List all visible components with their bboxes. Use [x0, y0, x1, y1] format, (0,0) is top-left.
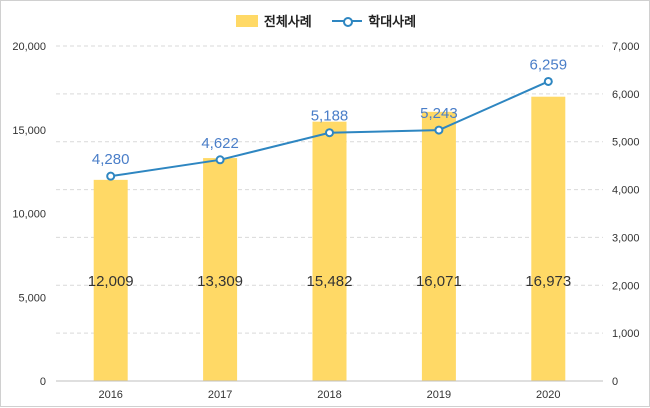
y-left-tick-label: 0 — [40, 376, 46, 388]
bar-total-2019 — [421, 111, 456, 381]
y-left-tick-label: 10,000 — [12, 209, 46, 221]
line-data-label: 4,622 — [201, 135, 239, 152]
x-tick-label: 2019 — [427, 389, 451, 401]
y-right-tick-label: 3,000 — [612, 232, 640, 244]
x-tick-label: 2017 — [208, 389, 232, 401]
y-right-tick-label: 0 — [612, 376, 618, 388]
y-right-tick-label: 7,000 — [612, 41, 640, 53]
bar-data-label: 15,482 — [307, 273, 353, 290]
legend-item-abuse: 학대사례 — [332, 11, 416, 30]
line-data-label: 4,280 — [92, 151, 130, 168]
line-data-label: 5,243 — [420, 105, 458, 122]
line-point-2020 — [543, 76, 553, 86]
bar-data-label: 12,009 — [88, 273, 134, 290]
legend-swatch-abuse — [332, 15, 363, 27]
line-point-2019 — [434, 125, 444, 135]
bar-data-label: 16,973 — [525, 273, 571, 290]
bar-total-2017 — [203, 158, 238, 381]
bar-total-2018 — [312, 121, 347, 381]
y-right-tick-label: 6,000 — [612, 89, 640, 101]
line-point-2018 — [325, 128, 334, 138]
bar-data-label: 13,309 — [197, 273, 243, 290]
y-left-tick-label: 20,000 — [12, 41, 46, 53]
line-data-label: 5,188 — [311, 108, 349, 125]
x-tick-label: 2018 — [317, 389, 341, 401]
y-left-tick-label: 5,000 — [18, 292, 46, 304]
line-data-label: 6,259 — [530, 56, 568, 73]
y-left-tick-label: 15,000 — [12, 125, 46, 137]
y-right-tick-label: 4,000 — [612, 185, 640, 197]
x-tick-label: 2016 — [98, 389, 122, 401]
x-tick-label: 2020 — [536, 389, 560, 401]
y-right-tick-label: 5,000 — [612, 137, 640, 149]
legend-item-total: 전체사례 — [235, 11, 312, 30]
y-right-tick-label: 2,000 — [612, 280, 640, 292]
legend-label-total: 전체사례 — [263, 15, 312, 30]
legend-swatch-total — [235, 14, 258, 27]
line-point-2017 — [215, 155, 225, 165]
y-right-tick-label: 1,000 — [612, 328, 640, 340]
bar-total-2016 — [93, 179, 128, 381]
legend-label-abuse: 학대사례 — [368, 15, 417, 30]
chart-legend: 전체사례 학대사례 — [1, 11, 650, 31]
bar-total-2020 — [531, 96, 566, 382]
line-point-2016 — [106, 171, 116, 181]
bar-data-label: 16,071 — [416, 273, 462, 290]
